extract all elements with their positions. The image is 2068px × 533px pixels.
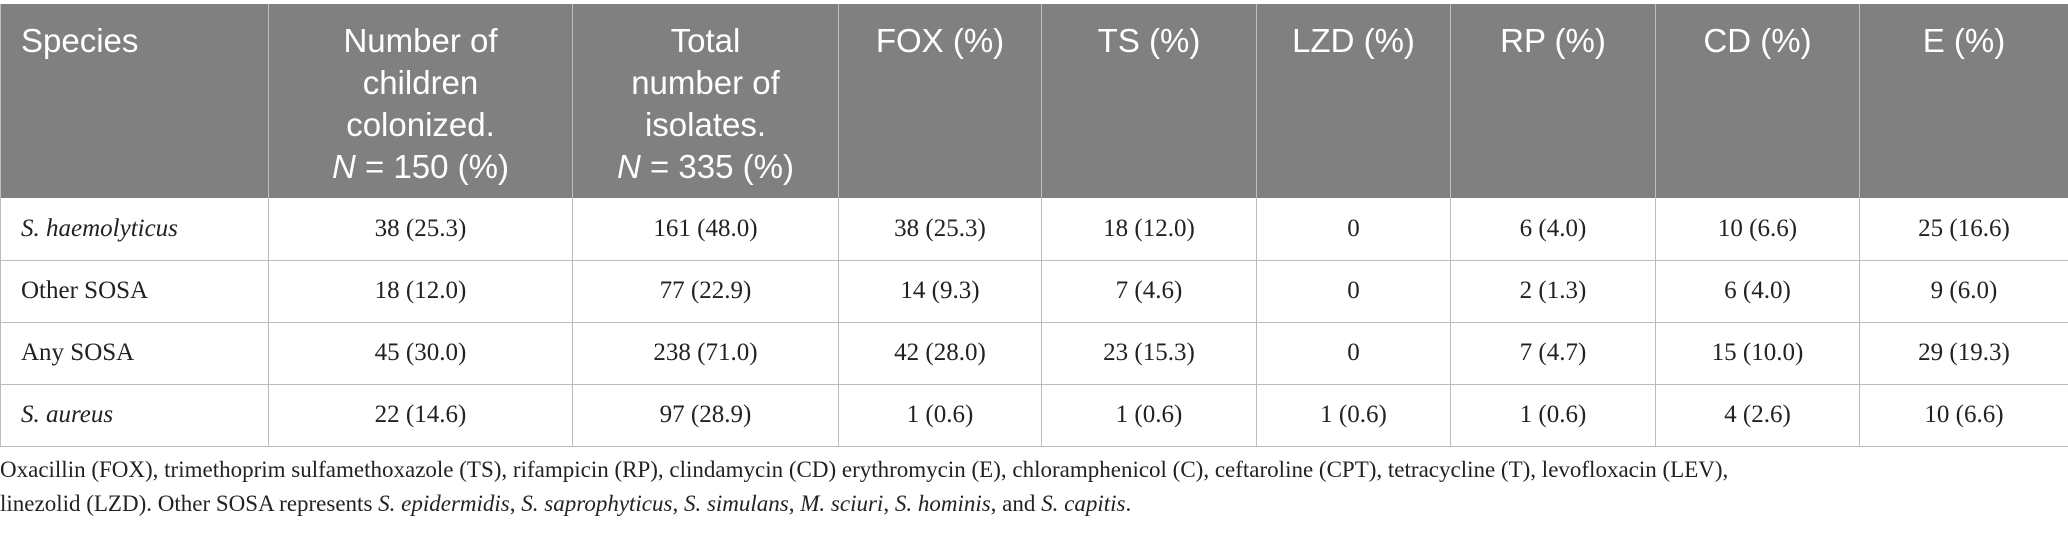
isolates-cell: 77 (22.9) xyxy=(572,259,839,323)
species-cell: Other SOSA xyxy=(0,259,269,323)
children-cell: 38 (25.3) xyxy=(268,198,573,261)
species-cell: Any SOSA xyxy=(0,321,269,385)
rp-cell: 1 (0.6) xyxy=(1450,383,1656,447)
footnote-line-2: linezolid (LZD). Other SOSA represents xyxy=(0,491,379,516)
children-cell: 22 (14.6) xyxy=(268,383,573,447)
species-name: M. sciuri xyxy=(800,491,884,516)
header-row: Species Number of children colonized. N … xyxy=(0,4,2068,198)
footnote-line-1: Oxacillin (FOX), trimethoprim sulfametho… xyxy=(0,457,1729,482)
e-cell: 29 (19.3) xyxy=(1859,321,2068,385)
column-header-cd: CD (%) xyxy=(1655,4,1860,198)
column-header-isolates: Total number of isolates. N = 335 (%) xyxy=(572,4,839,198)
species-name: S. hominis xyxy=(894,491,991,516)
species-cell: S. aureus xyxy=(0,383,269,447)
rp-cell: 2 (1.3) xyxy=(1450,259,1656,323)
e-cell: 10 (6.6) xyxy=(1859,383,2068,447)
children-cell: 18 (12.0) xyxy=(268,259,573,323)
column-header-species: Species xyxy=(0,4,269,198)
table-row: S. haemolyticus 38 (25.3) 161 (48.0) 38 … xyxy=(0,198,2068,261)
ts-cell: 18 (12.0) xyxy=(1041,198,1257,261)
table-row: Other SOSA 18 (12.0) 77 (22.9) 14 (9.3) … xyxy=(0,259,2068,323)
column-header-rp: RP (%) xyxy=(1450,4,1656,198)
lzd-cell: 0 xyxy=(1256,259,1451,323)
table-row: S. aureus 22 (14.6) 97 (28.9) 1 (0.6) 1 … xyxy=(0,383,2068,447)
e-cell: 25 (16.6) xyxy=(1859,198,2068,261)
table-header: Species Number of children colonized. N … xyxy=(0,4,2068,198)
table-footnote: Oxacillin (FOX), trimethoprim sulfametho… xyxy=(0,457,1729,516)
species-name: S. capitis xyxy=(1041,491,1126,516)
children-cell: 45 (30.0) xyxy=(268,321,573,385)
table-row: Any SOSA 45 (30.0) 238 (71.0) 42 (28.0) … xyxy=(0,321,2068,385)
fox-cell: 42 (28.0) xyxy=(838,321,1042,385)
fox-cell: 38 (25.3) xyxy=(838,198,1042,261)
column-header-lzd: LZD (%) xyxy=(1256,4,1451,198)
column-header-e: E (%) xyxy=(1859,4,2068,198)
lzd-cell: 0 xyxy=(1256,321,1451,385)
e-cell: 9 (6.0) xyxy=(1859,259,2068,323)
rp-cell: 6 (4.0) xyxy=(1450,198,1656,261)
species-name: S. saprophyticus xyxy=(521,491,673,516)
cd-cell: 10 (6.6) xyxy=(1655,198,1860,261)
table-body: S. haemolyticus 38 (25.3) 161 (48.0) 38 … xyxy=(0,198,2068,447)
species-cell: S. haemolyticus xyxy=(0,198,269,261)
resistance-table: Species Number of children colonized. N … xyxy=(0,4,2068,447)
ts-cell: 1 (0.6) xyxy=(1041,383,1257,447)
isolates-cell: 97 (28.9) xyxy=(572,383,839,447)
cd-cell: 15 (10.0) xyxy=(1655,321,1860,385)
column-header-ts: TS (%) xyxy=(1041,4,1257,198)
fox-cell: 14 (9.3) xyxy=(838,259,1042,323)
isolates-cell: 161 (48.0) xyxy=(572,198,839,261)
species-name: S. simulans xyxy=(683,491,789,516)
species-name: S. epidermidis xyxy=(378,491,510,516)
column-header-fox: FOX (%) xyxy=(838,4,1042,198)
cd-cell: 6 (4.0) xyxy=(1655,259,1860,323)
column-header-children: Number of children colonized. N = 150 (%… xyxy=(268,4,573,198)
fox-cell: 1 (0.6) xyxy=(838,383,1042,447)
rp-cell: 7 (4.7) xyxy=(1450,321,1656,385)
ts-cell: 23 (15.3) xyxy=(1041,321,1257,385)
lzd-cell: 1 (0.6) xyxy=(1256,383,1451,447)
ts-cell: 7 (4.6) xyxy=(1041,259,1257,323)
isolates-cell: 238 (71.0) xyxy=(572,321,839,385)
lzd-cell: 0 xyxy=(1256,198,1451,261)
cd-cell: 4 (2.6) xyxy=(1655,383,1860,447)
